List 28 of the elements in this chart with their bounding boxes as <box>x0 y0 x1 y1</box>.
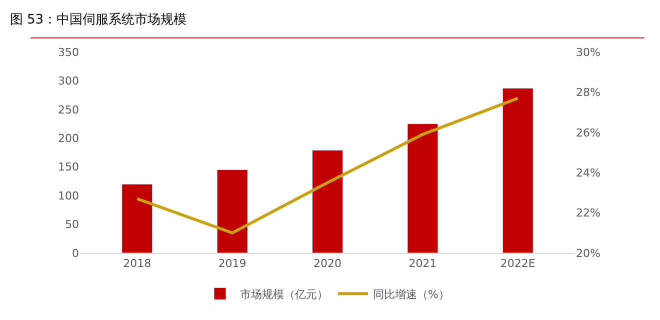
x-tick-label: 2019 <box>218 257 246 270</box>
y-tick-label: 250 <box>58 103 79 116</box>
x-tick-label: 2021 <box>408 257 437 270</box>
y-tick-label: 50 <box>65 218 79 232</box>
y2-tick-label: 28% <box>576 86 600 100</box>
line-series <box>136 96 520 234</box>
bar <box>502 88 534 253</box>
y2-tick-label: 26% <box>576 126 600 140</box>
y-tick-label: 350 <box>58 46 79 59</box>
y-tick-label: 0 <box>72 246 79 260</box>
bar <box>122 184 153 253</box>
legend-label: 同比增速（%） <box>373 288 450 301</box>
bar <box>312 150 343 253</box>
bar <box>407 124 438 253</box>
x-tick-label: 2020 <box>314 257 342 270</box>
bar <box>216 169 248 253</box>
y2-tick-label: 22% <box>576 206 600 220</box>
y-tick-label: 150 <box>58 160 79 174</box>
x-tick-label: 2018 <box>123 257 152 270</box>
chart-title: 图 53：中国伺服系统市场规模 <box>10 12 187 28</box>
y2-tick-label: 30% <box>576 46 600 59</box>
y2-tick-label: 24% <box>576 166 600 180</box>
y2-tick-label: 20% <box>576 246 600 260</box>
y-tick-label: 100 <box>58 189 79 202</box>
y-tick-label: 200 <box>58 132 79 145</box>
y-tick-label: 300 <box>58 74 79 88</box>
legend-label: 市场规模（亿元） <box>240 288 328 301</box>
x-tick-label: 2022E <box>500 257 536 270</box>
